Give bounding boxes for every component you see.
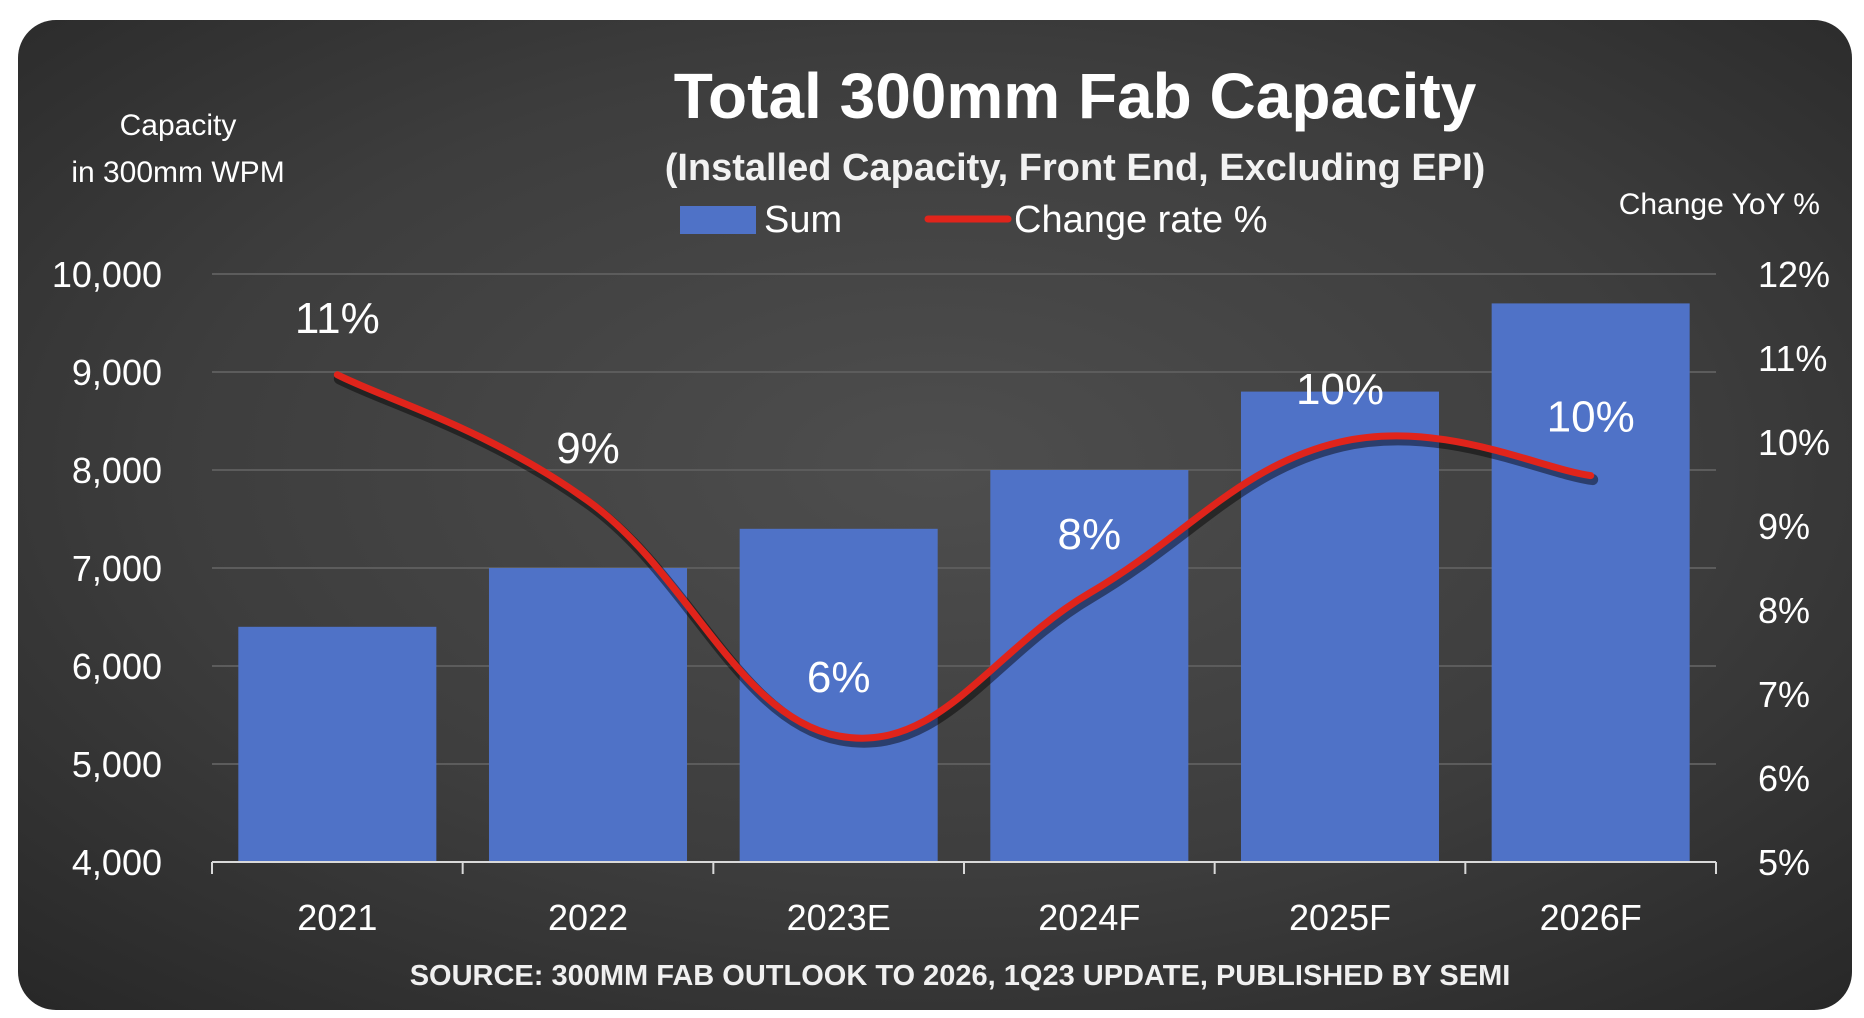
- change-rate-line: [333, 371, 1599, 748]
- x-tick-label: 2024F: [1038, 897, 1140, 938]
- y2-tick-label: 9%: [1758, 506, 1810, 547]
- bar-2024F: [990, 470, 1189, 862]
- bar-2021: [238, 626, 437, 862]
- change-rate-label: 10%: [1547, 393, 1635, 442]
- x-tick-label: 2022: [548, 897, 628, 938]
- y-tick-label: 10,000: [52, 254, 162, 295]
- y-tick-label: 6,000: [72, 646, 162, 687]
- y-axis-title-line-2: in 300mm WPM: [71, 156, 284, 189]
- legend-swatch-sum: [680, 206, 756, 234]
- x-tick-label: 2025F: [1289, 897, 1391, 938]
- y-tick-label: 8,000: [72, 450, 162, 491]
- legend-label-change-rate: Change rate %: [1014, 199, 1268, 241]
- y2-axis-title: Change YoY %: [1619, 188, 1820, 221]
- x-tick-label: 2023E: [787, 897, 891, 938]
- y-tick-label: 9,000: [72, 352, 162, 393]
- x-tick-label: 2021: [297, 897, 377, 938]
- y-tick-label: 5,000: [72, 744, 162, 785]
- y-tick-label: 4,000: [72, 842, 162, 883]
- change-rate-label: 11%: [295, 294, 380, 343]
- y2-tick-label: 8%: [1758, 590, 1810, 631]
- source-note: SOURCE: 300MM FAB OUTLOOK TO 2026, 1Q23 …: [410, 960, 1511, 992]
- legend-label-sum: Sum: [764, 199, 842, 241]
- bar-2026F: [1491, 303, 1690, 862]
- chart-title: Total 300mm Fab Capacity: [674, 60, 1477, 132]
- bars: [238, 303, 1690, 862]
- y2-tick-label: 10%: [1758, 422, 1830, 463]
- gridlines: [212, 273, 1716, 765]
- chart-subtitle: (Installed Capacity, Front End, Excludin…: [665, 147, 1486, 189]
- y2-tick-label: 6%: [1758, 758, 1810, 799]
- change-rate-label: 9%: [556, 424, 620, 473]
- bar-2025F: [1240, 391, 1440, 862]
- change-rate-label: 8%: [1058, 510, 1122, 559]
- bar-2022: [488, 568, 688, 862]
- change-rate-label: 10%: [1296, 365, 1384, 414]
- y2-tick-label: 5%: [1758, 842, 1810, 883]
- x-axis: [211, 861, 1717, 874]
- x-tick-label: 2026F: [1540, 897, 1642, 938]
- tick-labels: 4,000 5,000 6,000 7,000 8,000 9,000 10,000 5% 6%…: [52, 254, 1830, 938]
- change-rate-line-path: [333, 371, 1595, 742]
- legend: Sum Change rate %: [680, 199, 1268, 241]
- y2-tick-label: 12%: [1758, 254, 1830, 295]
- bar-2023E: [739, 528, 938, 862]
- y-axis-title-line-1: Capacity: [120, 109, 237, 142]
- y2-tick-label: 11%: [1758, 338, 1827, 379]
- change-rate-label: 6%: [807, 653, 871, 702]
- y2-tick-label: 7%: [1758, 674, 1810, 715]
- data-labels: 11% 9% 6% 8% 10% 10%: [295, 294, 1635, 702]
- y-tick-label: 7,000: [72, 548, 162, 589]
